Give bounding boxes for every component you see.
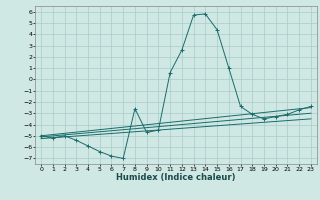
X-axis label: Humidex (Indice chaleur): Humidex (Indice chaleur) [116,173,236,182]
